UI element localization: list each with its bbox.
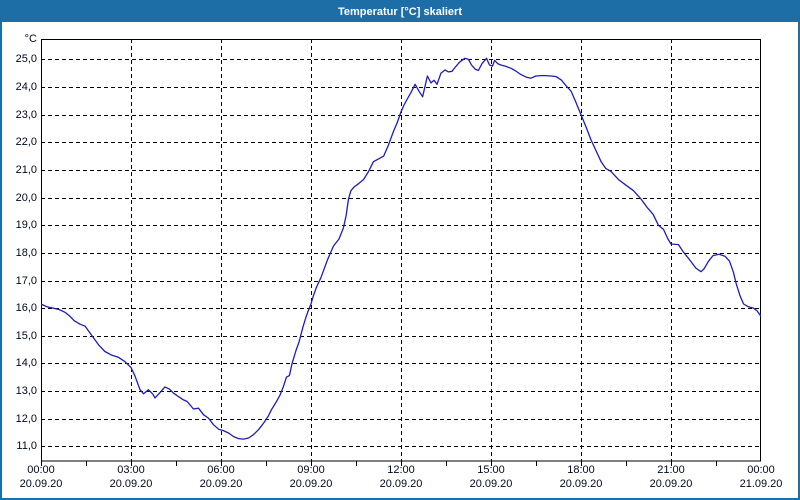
y-tick-label: 15,0 [15, 329, 37, 342]
y-tick-label: 21,0 [15, 163, 37, 176]
x-tick-time: 09:00 [297, 464, 325, 476]
window-titlebar[interactable]: Temperatur [°C] skaliert [2, 2, 798, 22]
x-tick-time: 03:00 [117, 464, 145, 476]
x-tick-time: 00:00 [27, 464, 55, 476]
x-tick-time: 00:00 [747, 464, 775, 476]
y-tick-label: 17,0 [15, 274, 37, 287]
y-tick-label: 22,0 [15, 136, 37, 149]
y-tick-label: 19,0 [15, 219, 37, 232]
y-tick-label: 18,0 [15, 246, 37, 259]
x-tick-date: 20.09.20 [649, 478, 693, 490]
y-tick-label: 11,0 [16, 440, 37, 453]
x-tick-date: 21.09.20 [739, 478, 783, 490]
y-tick-label: 14,0 [15, 357, 37, 370]
x-tick-time: 15:00 [477, 464, 505, 476]
plot-border [41, 39, 761, 462]
x-tick-date: 20.09.20 [19, 478, 63, 490]
x-tick-date: 20.09.20 [199, 478, 243, 490]
x-tick-date: 20.09.20 [109, 478, 153, 490]
x-tick-date: 20.09.20 [559, 478, 603, 490]
y-tick-label: 25,0 [15, 53, 37, 66]
y-tick-label: 23,0 [15, 108, 37, 121]
y-tick-label: 12,0 [15, 412, 37, 425]
x-tick-time: 06:00 [207, 464, 235, 476]
y-unit-label: °C [24, 33, 37, 45]
temperature-curve [41, 57, 761, 440]
x-tick-date: 20.09.20 [289, 478, 333, 490]
x-tick-time: 18:00 [567, 464, 595, 476]
window-title: Temperatur [°C] skaliert [337, 6, 462, 18]
x-tick-date: 20.09.20 [469, 478, 513, 490]
y-tick-label: 13,0 [15, 385, 37, 398]
x-tick-date: 20.09.20 [379, 478, 423, 490]
y-tick-label: 20,0 [15, 191, 37, 204]
x-tick-time: 21:00 [657, 464, 685, 476]
plot-svg [41, 39, 761, 466]
y-tick-label: 16,0 [15, 302, 37, 315]
y-tick-label: 24,0 [15, 81, 37, 94]
x-tick-time: 12:00 [387, 464, 415, 476]
